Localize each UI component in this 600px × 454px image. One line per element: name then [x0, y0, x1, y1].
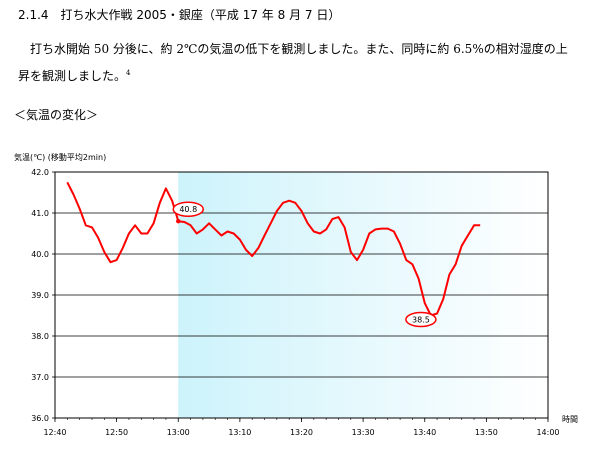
annotation-point — [176, 219, 181, 224]
x-axis-ticks: 12:40 12:50 13:00 13:10 13:20 13:30 13:40 13:50… — [43, 418, 560, 437]
y-tick-label: 39.0 — [31, 291, 49, 300]
section-heading: 2.1.4 打ち水大作戦 2005・銀座（平成 17 年 8 月 7 日） — [18, 6, 340, 23]
plot-frame — [54, 171, 549, 419]
x-tick-label: 12:40 — [43, 428, 66, 437]
x-axis-label: 時間 — [562, 415, 578, 424]
temperature-series-line — [66, 181, 481, 317]
x-tick-label: 13:20 — [290, 428, 313, 437]
x-tick-label: 14:00 — [536, 428, 559, 437]
footnote-marker: 4 — [126, 69, 131, 77]
y-tick-label: 40.0 — [31, 250, 49, 259]
body-paragraph: 打ち水開始 50 分後に、約 2℃の気温の低下を観測しました。また、同時に約 6… — [18, 37, 588, 88]
annotation-label: 38.5 — [412, 316, 430, 325]
y-tick-label: 38.0 — [31, 332, 49, 341]
x-tick-label: 13:30 — [352, 428, 375, 437]
chart-subheading: ＜気温の変化＞ — [14, 108, 99, 122]
x-tick-label: 12:50 — [105, 428, 128, 437]
annotations: 40.8 38.5 — [172, 201, 437, 328]
annotation-callout — [405, 311, 437, 328]
x-tick-label: 13:00 — [167, 428, 190, 437]
y-tick-label: 42.0 — [31, 168, 49, 177]
section-title: 打ち水大作戦 2005・銀座（平成 17 年 8 月 7 日） — [60, 8, 341, 22]
x-tick-label: 13:50 — [475, 428, 498, 437]
annotation-label: 40.8 — [179, 205, 197, 214]
section-number: 2.1.4 — [18, 8, 49, 22]
body-line-2: 昇を観測しました。 — [18, 69, 127, 83]
x-tick-label: 13:10 — [228, 428, 251, 437]
y-axis-label: 気温(℃) (移動平均2min) — [14, 152, 106, 162]
y-tick-label: 36.0 — [31, 414, 49, 423]
y-tick-label: 37.0 — [31, 373, 49, 382]
y-axis-ticks: 36.0 37.0 38.0 39.0 40.0 41.0 42.0 — [31, 168, 55, 423]
annotation-callout — [172, 201, 204, 217]
body-line-1: 打ち水開始 50 分後に、約 2℃の気温の低下を観測しました。また、同時に約 6… — [30, 42, 568, 56]
x-tick-label: 13:40 — [413, 428, 436, 437]
y-tick-label: 41.0 — [31, 209, 49, 218]
